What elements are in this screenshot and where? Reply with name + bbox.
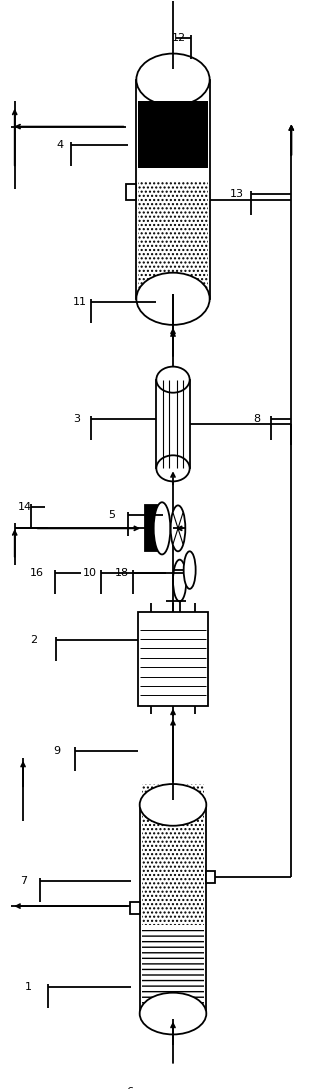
Bar	[126, 184, 136, 199]
Bar	[142, 784, 204, 925]
Text: 12: 12	[171, 33, 185, 42]
Bar	[206, 870, 215, 883]
Text: 10: 10	[83, 568, 97, 578]
Text: 13: 13	[229, 189, 244, 199]
Text: 6: 6	[126, 1087, 133, 1089]
Circle shape	[154, 502, 170, 554]
Text: 2: 2	[30, 635, 37, 645]
Text: 9: 9	[53, 746, 60, 756]
Bar	[140, 805, 206, 1014]
Ellipse shape	[140, 784, 206, 825]
Bar	[145, 505, 157, 551]
Text: 7: 7	[20, 876, 27, 886]
Bar	[142, 930, 204, 1008]
Text: 16: 16	[30, 568, 44, 578]
Ellipse shape	[136, 53, 210, 106]
Text: 3: 3	[73, 414, 80, 424]
Circle shape	[171, 505, 185, 551]
Ellipse shape	[156, 455, 190, 481]
Text: 11: 11	[73, 297, 87, 307]
Text: 18: 18	[115, 568, 129, 578]
Text: 14: 14	[18, 502, 32, 513]
Bar	[130, 902, 140, 915]
Ellipse shape	[156, 367, 190, 393]
Text: 1: 1	[25, 982, 32, 992]
Circle shape	[173, 560, 186, 601]
Text: 8: 8	[253, 414, 260, 424]
Ellipse shape	[136, 272, 210, 325]
Bar	[138, 181, 208, 295]
Bar	[138, 100, 208, 169]
Ellipse shape	[140, 993, 206, 1035]
Bar	[138, 612, 208, 706]
Circle shape	[184, 551, 196, 589]
Bar	[156, 380, 190, 468]
Text: 4: 4	[56, 140, 64, 150]
Bar	[136, 79, 210, 298]
Text: 5: 5	[108, 510, 115, 519]
